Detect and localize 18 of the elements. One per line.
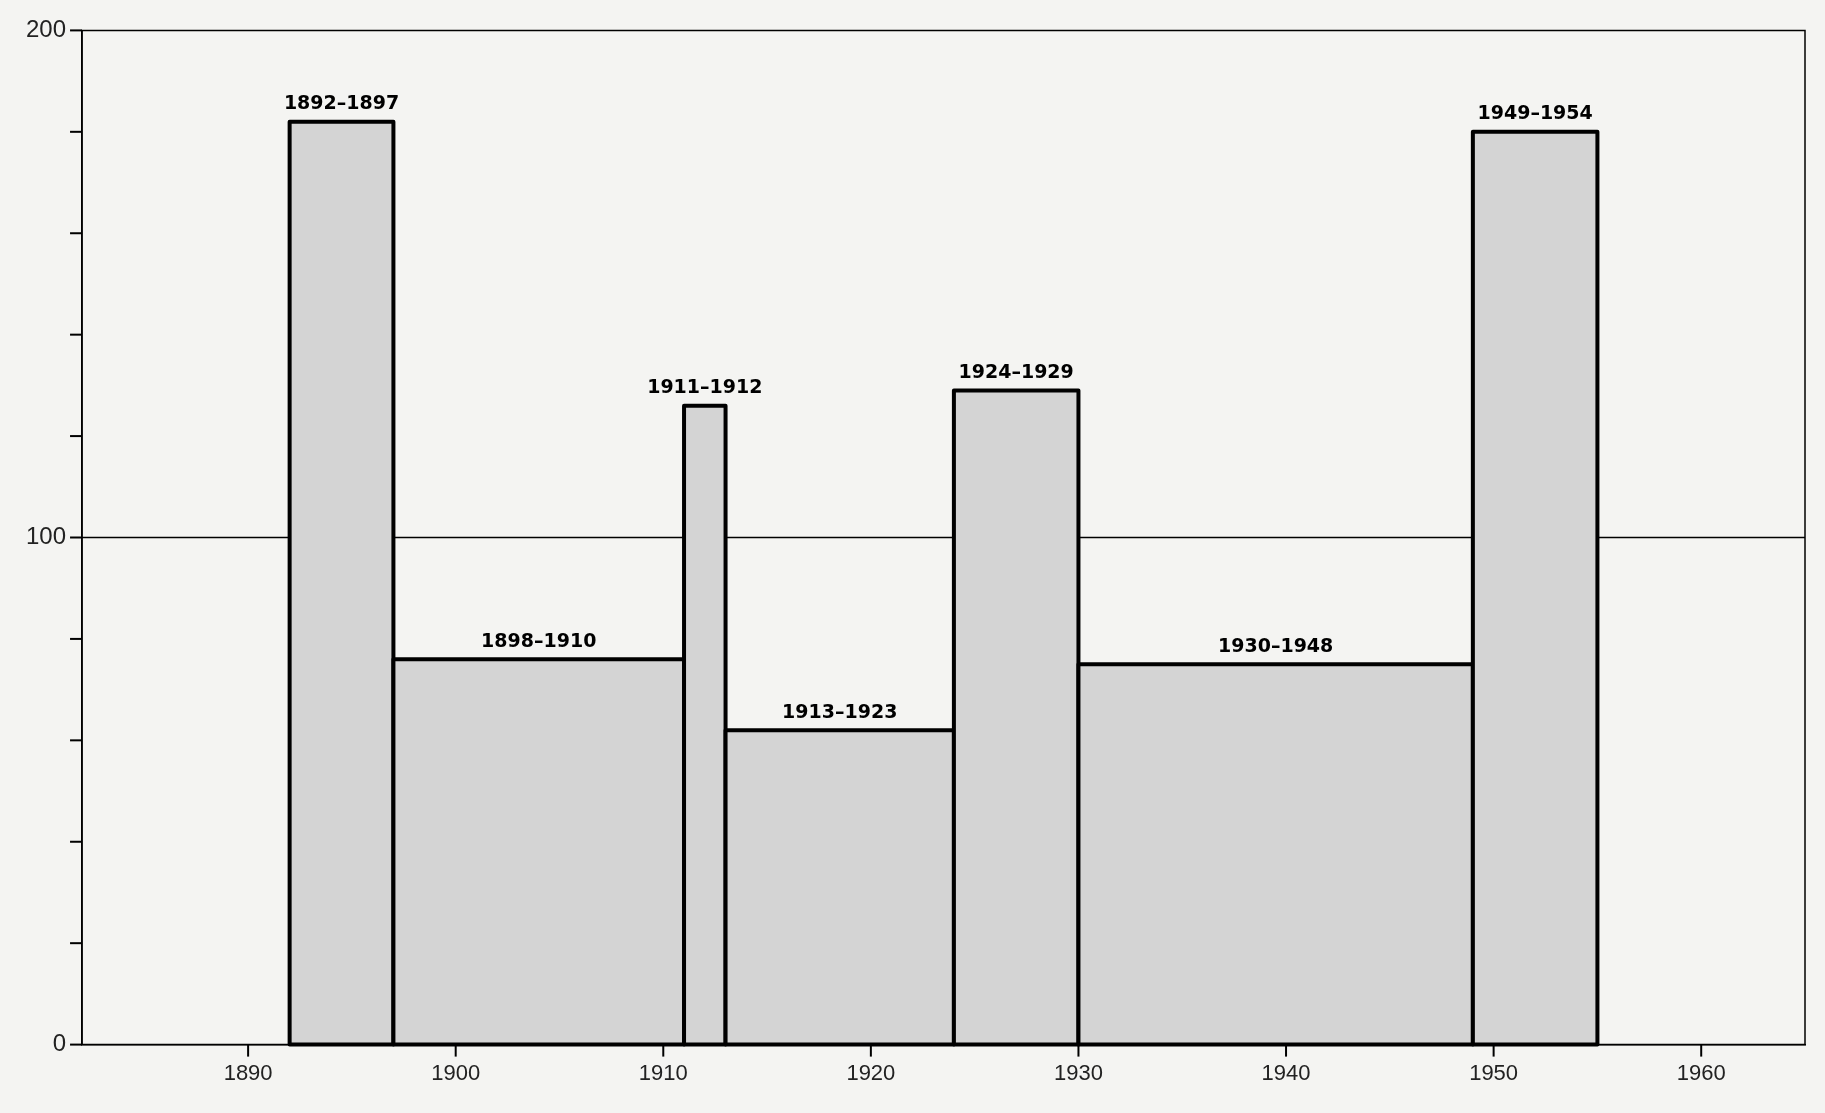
- x-tick-label: 1890: [223, 1059, 273, 1085]
- annotation: 1898–1910: [481, 628, 597, 651]
- y-tick-label: 100: [26, 522, 67, 550]
- annotation: 1911–1912: [647, 375, 763, 398]
- y-tick-label: 200: [26, 15, 67, 43]
- y-tick-label: 0: [52, 1029, 67, 1057]
- annotation: 1930–1948: [1218, 633, 1334, 656]
- x-tick-label: 1930: [1053, 1059, 1103, 1085]
- x-tick-label: 1920: [846, 1059, 896, 1085]
- x-tick-label: 1910: [638, 1059, 688, 1085]
- annotation: 1949–1954: [1477, 101, 1593, 124]
- x-tick-label: 1960: [1676, 1059, 1726, 1085]
- annotation: 1892–1897: [283, 91, 400, 114]
- annotation: 1913–1923: [782, 699, 898, 722]
- x-tick-label: 1900: [431, 1059, 481, 1085]
- x-tick-label: 1940: [1261, 1059, 1311, 1085]
- x-tick-label: 1950: [1469, 1059, 1519, 1085]
- annotation: 1924–1929: [958, 359, 1074, 382]
